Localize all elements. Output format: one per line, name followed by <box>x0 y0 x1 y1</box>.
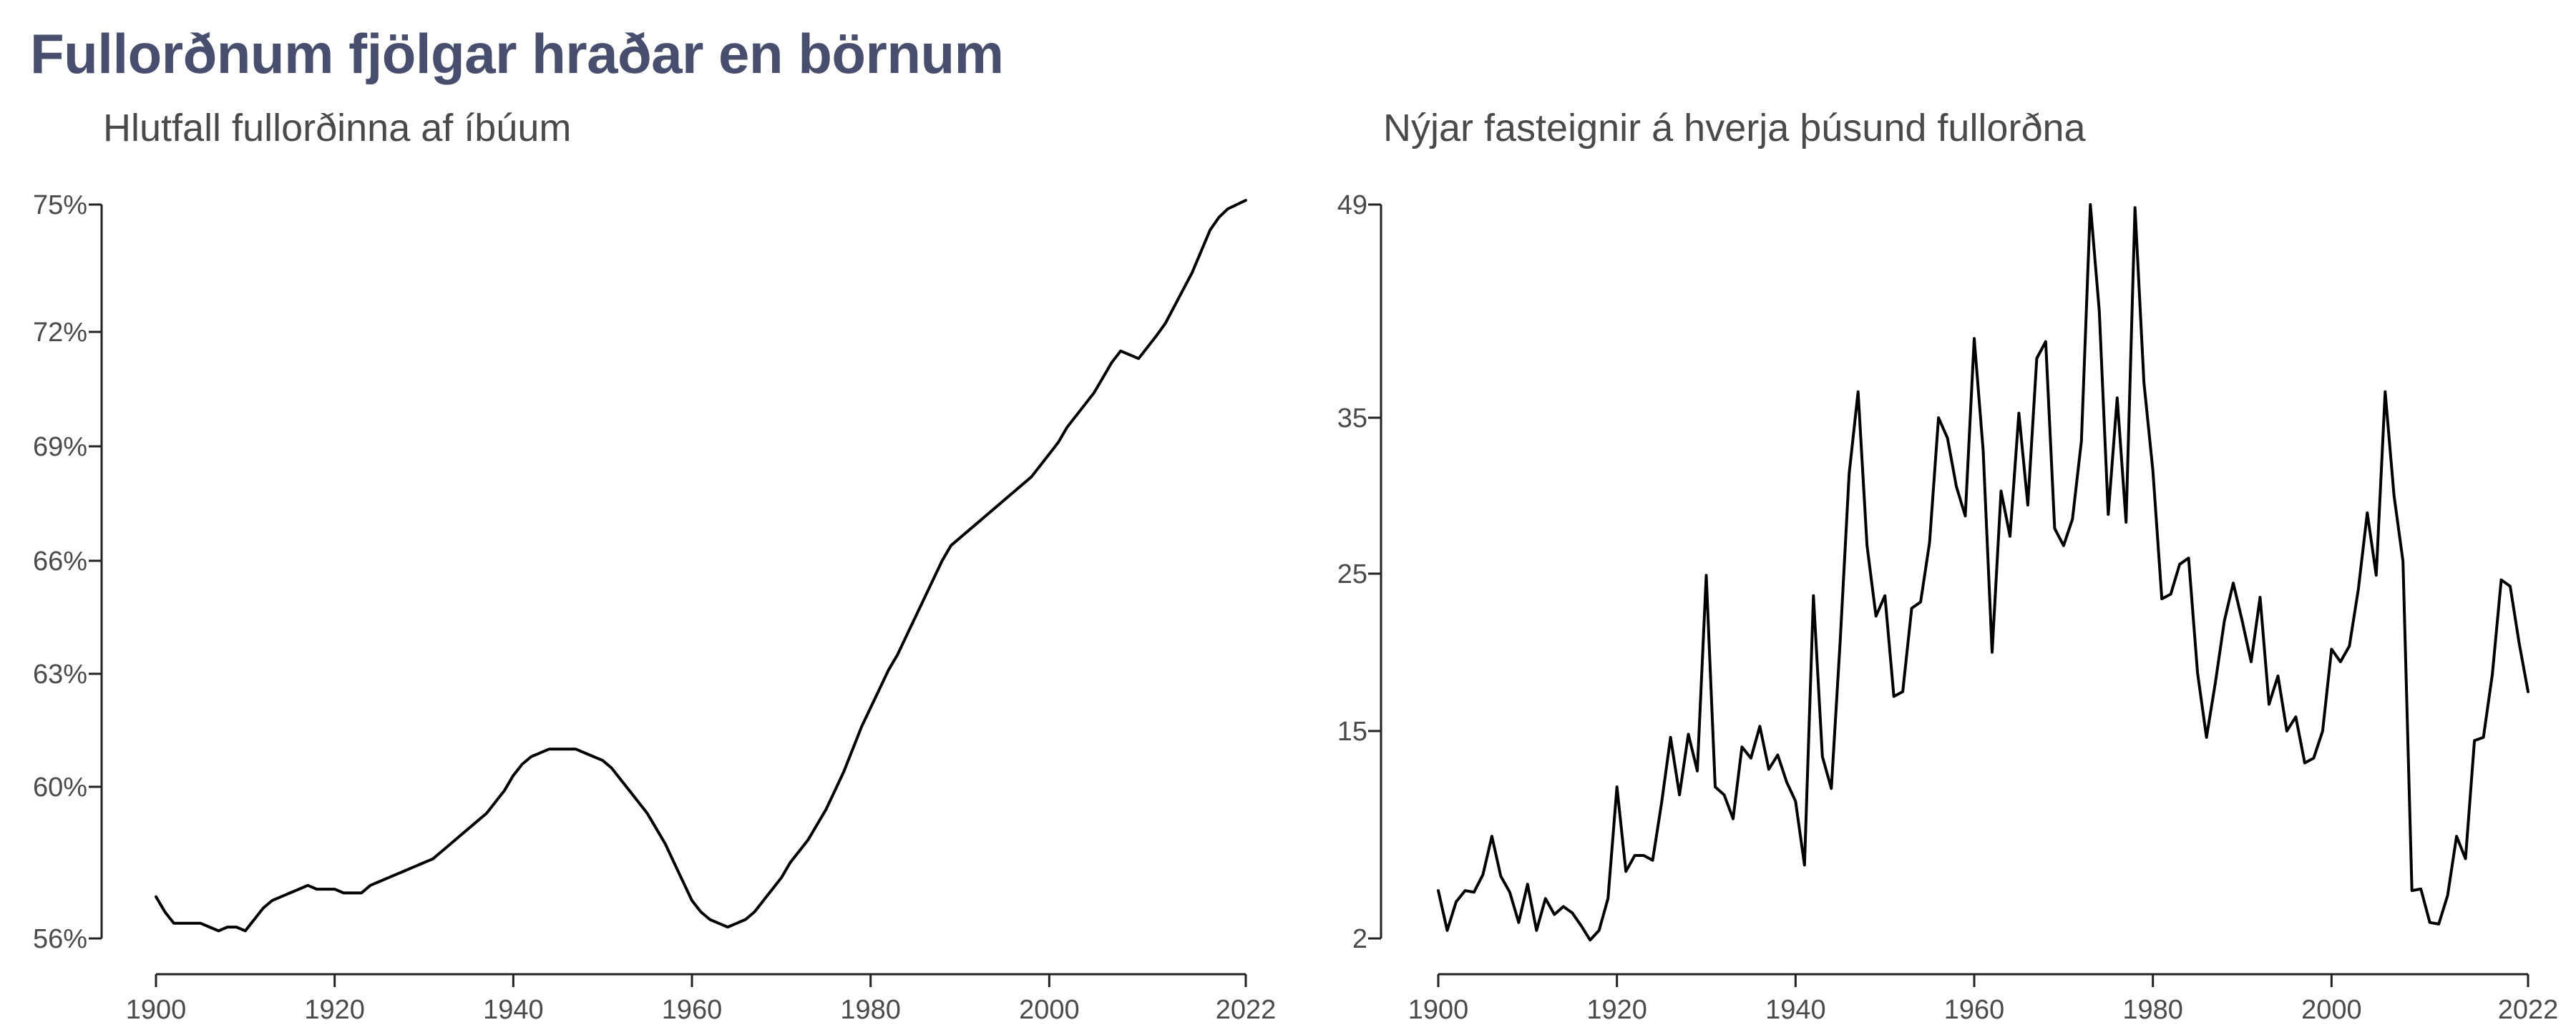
right-y-tick-label: 35 <box>1337 403 1367 433</box>
right-y-tick-label: 25 <box>1337 559 1367 589</box>
right-chart-title: Nýjar fasteignir á hverja þúsund fullorð… <box>1383 107 2086 149</box>
left-y-tick-label: 56% <box>33 924 87 954</box>
right-y-tick-label: 49 <box>1337 190 1367 220</box>
left-x-tick-label: 2022 <box>1216 995 1277 1025</box>
left-x-tick-label: 1920 <box>304 995 365 1025</box>
right-x-tick-label: 2000 <box>2301 995 2362 1025</box>
right-y-tick-label: 15 <box>1337 717 1367 747</box>
right-x-tick-label: 1900 <box>1408 995 1469 1025</box>
right-x-tick-label: 2022 <box>2498 995 2559 1025</box>
right-x-tick-label: 1980 <box>2122 995 2183 1025</box>
left-y-tick-label: 75% <box>33 190 87 220</box>
left-y-tick-label: 60% <box>33 772 87 803</box>
left-y-tick-label: 69% <box>33 432 87 462</box>
left-series-line <box>155 199 1247 933</box>
left-x-tick-label: 1900 <box>126 995 187 1025</box>
right-x-tick-label: 1920 <box>1586 995 1647 1025</box>
right-y-tick-label: 2 <box>1352 924 1367 954</box>
left-x-tick-label: 2000 <box>1019 995 1080 1025</box>
left-x-tick-label: 1980 <box>840 995 901 1025</box>
left-chart: 56% 60% 63% 66% 69% 72% 75% 1900 1920 1940 1960 198… <box>33 190 1276 1025</box>
left-y-tick-label: 72% <box>33 318 87 348</box>
right-series-line <box>1437 203 2529 942</box>
right-x-tick-label: 1940 <box>1765 995 1826 1025</box>
page-title: Fullorðnum fjölgar hraðar en börnum <box>30 22 1004 85</box>
left-y-tick-label: 63% <box>33 659 87 690</box>
left-y-tick-label: 66% <box>33 546 87 577</box>
left-x-tick-label: 1940 <box>483 995 544 1025</box>
right-x-tick-label: 1960 <box>1944 995 2005 1025</box>
left-x-tick-label: 1960 <box>662 995 723 1025</box>
right-chart: 2 15 25 35 49 1900 1920 1940 1960 1980 2000 2022 <box>1337 190 2559 1025</box>
left-chart-title: Hlutfall fullorðinna af íbúum <box>103 107 572 149</box>
